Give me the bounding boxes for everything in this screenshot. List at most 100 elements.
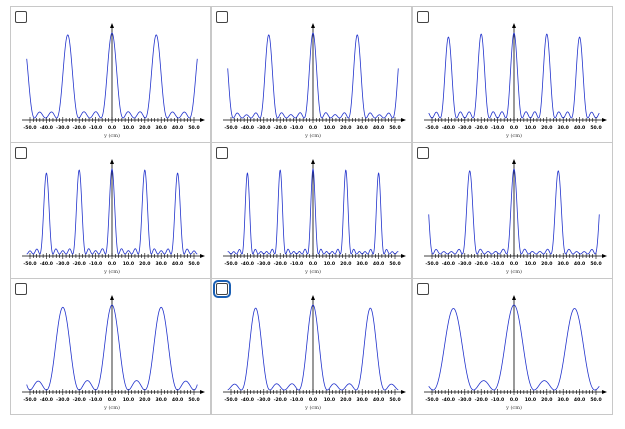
x-tick-label: -20.0 xyxy=(73,261,86,267)
x-tick-label: 50.0 xyxy=(188,261,199,267)
x-tick-label: -40.0 xyxy=(40,397,53,403)
x-tick-label: -40.0 xyxy=(241,125,254,131)
x-tick-label: 40.0 xyxy=(574,397,585,403)
intensity-curve xyxy=(227,304,399,391)
x-tick-label: -40.0 xyxy=(40,261,53,267)
x-tick-label: 20.0 xyxy=(139,397,150,403)
x-tick-label: 10.0 xyxy=(324,397,335,403)
x-tick-label: 50.0 xyxy=(188,125,199,131)
intensity-plot: -50.0 -40.0 -30.0 -20.0 -10.0 0.0 10.0 20.0 30.0… xyxy=(22,23,205,139)
x-tick-label: -10.0 xyxy=(290,397,303,403)
x-axis-arrow xyxy=(602,254,607,258)
intensity-plot: -50.0 -40.0 -30.0 -20.0 -10.0 0.0 10.0 20.0 30.0… xyxy=(22,295,205,411)
x-tick-label: 30.0 xyxy=(357,125,368,131)
x-tick-label: -30.0 xyxy=(458,125,471,131)
y-axis-arrow xyxy=(110,23,114,28)
x-tick-label: 10.0 xyxy=(123,397,134,403)
intensity-plot: -50.0 -40.0 -30.0 -20.0 -10.0 0.0 10.0 20.0 30.0… xyxy=(424,295,607,411)
x-axis-arrow xyxy=(200,390,205,394)
choice-checkbox-7[interactable] xyxy=(15,283,27,295)
intensity-plot: -50.0 -40.0 -30.0 -20.0 -10.0 0.0 10.0 20.0 30.0… xyxy=(424,159,607,275)
x-tick-label: -10.0 xyxy=(290,261,303,267)
choice-checkbox-9[interactable] xyxy=(417,283,429,295)
answer-choice-2: -50.0 -40.0 -30.0 -20.0 -10.0 0.0 10.0 20.0 30.0… xyxy=(211,6,412,143)
answer-choice-4: -50.0 -40.0 -30.0 -20.0 -10.0 0.0 10.0 20.0 30.0… xyxy=(10,142,211,279)
x-tick-label: 10.0 xyxy=(525,261,536,267)
x-tick-label: -50.0 xyxy=(425,125,438,131)
x-tick-label: -40.0 xyxy=(241,397,254,403)
x-tick-label: -10.0 xyxy=(491,261,504,267)
x-tick-label: 30.0 xyxy=(156,261,167,267)
x-tick-label: 40.0 xyxy=(172,397,183,403)
x-tick-label: 0.0 xyxy=(108,261,116,267)
x-tick-label: -20.0 xyxy=(73,125,86,131)
x-tick-label: 40.0 xyxy=(373,397,384,403)
x-tick-label: -50.0 xyxy=(23,261,36,267)
x-tick-label: 40.0 xyxy=(574,261,585,267)
choice-checkbox-1[interactable] xyxy=(15,11,27,23)
x-axis-label: y (cm) xyxy=(103,268,120,275)
x-tick-label: 0.0 xyxy=(309,125,317,131)
answer-choice-7: -50.0 -40.0 -30.0 -20.0 -10.0 0.0 10.0 20.0 30.0… xyxy=(10,278,211,415)
x-tick-label: 0.0 xyxy=(510,125,518,131)
y-axis-arrow xyxy=(311,295,315,300)
x-tick-label: -30.0 xyxy=(458,397,471,403)
x-tick-label: 20.0 xyxy=(541,397,552,403)
choice-checkbox-2[interactable] xyxy=(216,11,228,23)
x-tick-label: 20.0 xyxy=(541,125,552,131)
x-tick-label: 0.0 xyxy=(309,397,317,403)
x-tick-label: 50.0 xyxy=(590,125,601,131)
x-axis-arrow xyxy=(602,390,607,394)
x-tick-label: 30.0 xyxy=(357,261,368,267)
answer-choice-5: -50.0 -40.0 -30.0 -20.0 -10.0 0.0 10.0 20.0 30.0… xyxy=(211,142,412,279)
x-tick-label: 20.0 xyxy=(340,125,351,131)
x-tick-label: 0.0 xyxy=(510,397,518,403)
x-tick-label: 40.0 xyxy=(373,261,384,267)
x-axis-arrow xyxy=(200,118,205,122)
x-tick-label: -50.0 xyxy=(425,261,438,267)
x-tick-label: 30.0 xyxy=(156,397,167,403)
x-tick-label: 50.0 xyxy=(389,261,400,267)
x-tick-label: 10.0 xyxy=(123,125,134,131)
intensity-plot: -50.0 -40.0 -30.0 -20.0 -10.0 0.0 10.0 20.0 30.0… xyxy=(223,295,406,411)
x-tick-label: 20.0 xyxy=(340,397,351,403)
x-axis-label: y (cm) xyxy=(304,268,321,275)
x-tick-label: 10.0 xyxy=(324,125,335,131)
x-tick-label: 30.0 xyxy=(558,397,569,403)
x-axis-label: y (cm) xyxy=(304,404,321,411)
x-tick-label: 40.0 xyxy=(373,125,384,131)
x-tick-label: 20.0 xyxy=(139,125,150,131)
y-axis-arrow xyxy=(512,295,516,300)
x-tick-label: -30.0 xyxy=(257,261,270,267)
choice-checkbox-8[interactable] xyxy=(213,280,231,298)
x-axis-arrow xyxy=(401,254,406,258)
x-tick-label: -30.0 xyxy=(56,397,69,403)
answer-choice-9: -50.0 -40.0 -30.0 -20.0 -10.0 0.0 10.0 20.0 30.0… xyxy=(412,278,613,415)
x-tick-label: 20.0 xyxy=(340,261,351,267)
choice-checkbox-5[interactable] xyxy=(216,147,228,159)
x-axis-arrow xyxy=(401,390,406,394)
x-tick-label: 20.0 xyxy=(541,261,552,267)
x-tick-label: 0.0 xyxy=(108,397,116,403)
x-tick-label: 20.0 xyxy=(139,261,150,267)
choice-checkbox-3[interactable] xyxy=(417,11,429,23)
x-tick-label: 30.0 xyxy=(558,261,569,267)
intensity-curve xyxy=(428,168,600,255)
x-tick-label: -40.0 xyxy=(442,125,455,131)
x-tick-label: 50.0 xyxy=(389,125,400,131)
choice-checkbox-6[interactable] xyxy=(417,147,429,159)
choice-checkbox-4[interactable] xyxy=(15,147,27,159)
x-axis-arrow xyxy=(200,254,205,258)
x-tick-label: -50.0 xyxy=(23,125,36,131)
x-tick-label: 0.0 xyxy=(510,261,518,267)
x-axis-label: y (cm) xyxy=(505,132,522,139)
x-tick-label: 40.0 xyxy=(574,125,585,131)
x-tick-label: -20.0 xyxy=(274,397,287,403)
y-axis-arrow xyxy=(512,159,516,164)
answer-choice-3: -50.0 -40.0 -30.0 -20.0 -10.0 0.0 10.0 20.0 30.0… xyxy=(412,6,613,143)
x-tick-label: -30.0 xyxy=(56,125,69,131)
x-tick-label: 40.0 xyxy=(172,125,183,131)
x-tick-label: -10.0 xyxy=(89,397,102,403)
x-tick-label: 0.0 xyxy=(108,125,116,131)
